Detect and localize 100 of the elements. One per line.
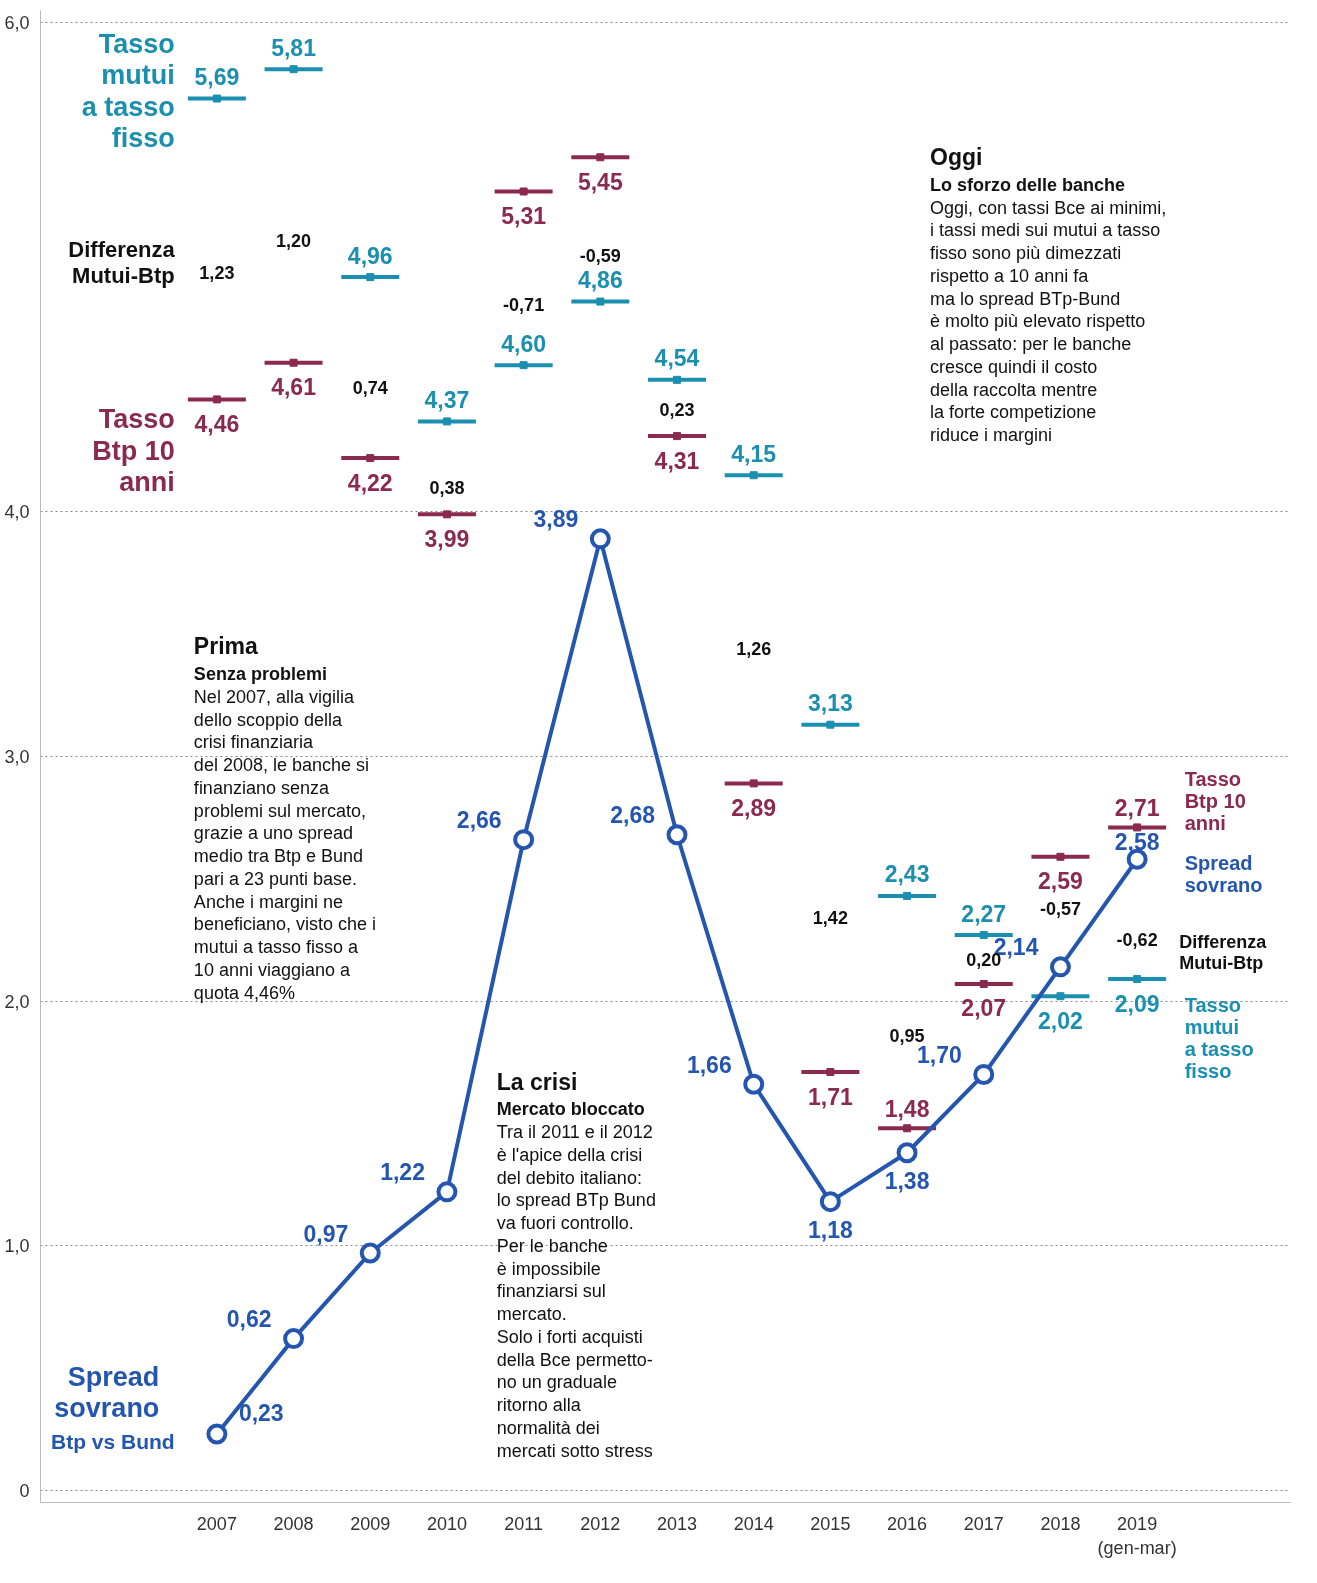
annotation: 1,23: [199, 262, 235, 283]
point: [743, 1073, 765, 1095]
data-label: 3,99: [424, 525, 470, 552]
x-tick-label: 2016: [887, 1513, 928, 1534]
x-tick-label: 2014: [733, 1513, 774, 1534]
series-label: Spread sovrano: [1184, 851, 1263, 896]
data-label: 4,54: [654, 345, 700, 372]
data-label: 2,58: [1114, 828, 1160, 855]
data-label: 2,89: [731, 794, 777, 821]
point: [513, 829, 535, 851]
data-label: 2,68: [610, 802, 656, 829]
x-tick-label: 2009: [350, 1513, 391, 1534]
annotation: 1,42: [812, 908, 848, 929]
data-label: 3,89: [533, 506, 579, 533]
point: [1056, 992, 1065, 1001]
point: [366, 273, 375, 282]
data-label: 4,86: [577, 267, 623, 294]
point: [979, 979, 988, 988]
point: [206, 1423, 228, 1445]
data-label: 4,96: [347, 242, 393, 269]
annotation: 1,26: [736, 639, 772, 660]
y-tick-label: 3,0: [4, 747, 30, 767]
point: [673, 375, 681, 384]
data-label: 5,69: [194, 64, 240, 91]
point: [819, 1191, 841, 1213]
point: [359, 1242, 381, 1264]
text: Oggi Lo sforzo delle banche Oggi, con tassi Bce ai minimi, i tassi medi sui mutui a tasso fisso sono più dimezzati rispetto a 10 anni fa ma lo spread BTp-Bund è molto più elevato rispetto al passato: per le banche cresce quindi il costo della raccolta mentre la forte competizione riduce i margini: [930, 144, 1167, 446]
legend-label: Tasso mutui a tasso fisso: [81, 28, 175, 154]
annotation: 1,20: [276, 230, 312, 251]
data-label: 0,23: [238, 1399, 284, 1426]
point: [979, 931, 988, 940]
point: [749, 779, 758, 788]
point: [1133, 975, 1142, 984]
point: [973, 1063, 995, 1085]
y-tick-label: 6,0: [4, 13, 30, 34]
text: Btp vs Bund: [51, 1429, 175, 1453]
data-label: 0,97: [303, 1220, 349, 1247]
x-tick-label: 2017: [963, 1513, 1004, 1534]
data-label: 1,18: [807, 1217, 853, 1244]
data-label: 2,66: [456, 807, 502, 834]
x-tick-label: 2018: [1040, 1513, 1081, 1534]
data-label: 4,22: [347, 469, 393, 496]
point: [519, 187, 528, 196]
data-label: 4,61: [271, 374, 317, 401]
y-tick-label: 4,0: [4, 502, 30, 523]
data-label: 0,62: [226, 1306, 272, 1333]
data-label: 4,46: [194, 410, 240, 437]
data-label: 5,45: [577, 168, 623, 195]
point: [826, 720, 835, 729]
y-tick-label: 1,0: [4, 1236, 30, 1257]
x-tick-label: 2010: [426, 1513, 467, 1534]
annotation: -0,62: [1116, 930, 1158, 951]
point: [1049, 956, 1071, 978]
point: [896, 1142, 918, 1164]
data-label: 2,07: [961, 995, 1007, 1022]
point: [289, 358, 298, 367]
point: [442, 417, 451, 426]
text: Tasso mutui a tasso fisso: [1184, 993, 1254, 1082]
data-label: 2,59: [1038, 868, 1083, 895]
data-label: 2,71: [1114, 794, 1160, 821]
annotation: 0,23: [659, 399, 695, 420]
y-tick-label: 0: [19, 1480, 30, 1501]
data-label: 5,81: [271, 34, 317, 61]
point: [596, 153, 605, 162]
text: La crisi Mercato bloccato Tra il 2011 e il 2012 è l'apice della crisi del debito italiano: lo spread BTp Bund va fuori controllo. Per le banche è impossibile finanziarsi sul mercato. Solo i forti acquisti della Bce permetto- no un graduale ritorno alla normalità dei mercati sotto stress: [496, 1068, 656, 1461]
data-label: 3,13: [807, 690, 853, 717]
point: [442, 510, 451, 519]
x-tick-label: 2013: [656, 1513, 698, 1534]
data-label: 4,15: [731, 440, 777, 467]
data-label: 4,31: [654, 447, 700, 474]
point: [366, 454, 375, 463]
data-label: 2,27: [961, 900, 1007, 927]
series-label: Tasso Btp 10 anni: [92, 404, 175, 498]
text: Spread sovrano: [54, 1361, 160, 1424]
data-label: 2,43: [884, 861, 930, 888]
x-tick-label: 2015: [810, 1513, 851, 1534]
annotation: -0,59: [579, 245, 621, 266]
data-label: 4,37: [424, 386, 470, 413]
data-label: 1,71: [807, 1083, 853, 1110]
point: [589, 528, 611, 550]
point: [903, 1124, 912, 1133]
x-tick-label: 2011: [504, 1513, 543, 1534]
data-label: 1,22: [380, 1159, 425, 1186]
point: [826, 1068, 835, 1077]
annotation: 0,38: [429, 477, 465, 498]
point: [212, 395, 221, 404]
annotation: 0,74: [352, 377, 388, 398]
x-tick-label: 2007: [196, 1513, 237, 1534]
point: [673, 432, 681, 441]
point: [436, 1181, 458, 1203]
point: [749, 471, 758, 480]
text: Prima Senza problemi Nel 2007, alla vigilia dello scoppio della crisi finanziaria del 2008, le banche si finanziano senza problemi sul mercato, grazie a uno spread medio tra Btp e Bund pari a 23 punti base. Anche i margini ne beneficiano, visto che i mutui a tasso fisso a 10 anni viaggiano a quota 4,46%: [193, 633, 376, 1003]
point: [1056, 852, 1065, 861]
point: [212, 94, 221, 103]
data-label: 2,09: [1114, 990, 1160, 1017]
point: [519, 361, 528, 370]
text: Tasso Btp 10 anni: [1184, 767, 1246, 834]
point: [596, 297, 605, 306]
data-label: 1,66: [686, 1051, 732, 1078]
y-tick-label: 2,0: [4, 991, 30, 1012]
